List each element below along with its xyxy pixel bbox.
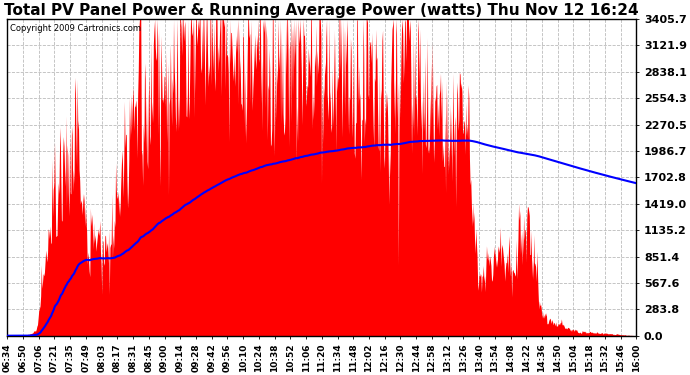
- Title: Total PV Panel Power & Running Average Power (watts) Thu Nov 12 16:24: Total PV Panel Power & Running Average P…: [5, 3, 639, 18]
- Text: Copyright 2009 Cartronics.com: Copyright 2009 Cartronics.com: [10, 24, 141, 33]
